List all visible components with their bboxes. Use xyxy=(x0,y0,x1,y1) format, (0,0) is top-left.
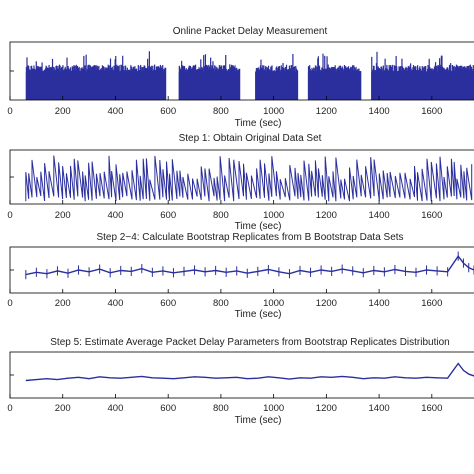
x-tick-label: 800 xyxy=(213,210,229,221)
bar xyxy=(360,71,362,100)
bar-block xyxy=(255,72,298,100)
bar-block xyxy=(25,72,166,100)
panel-3: Step 2−4: Calculate Bootstrap Replicates… xyxy=(7,232,474,320)
x-tick-label: 200 xyxy=(55,298,71,309)
x-tick-label: 400 xyxy=(108,210,124,221)
panel-title: Step 5: Estimate Average Packet Delay Pa… xyxy=(50,337,449,348)
x-tick-label: 1400 xyxy=(369,210,390,221)
x-tick-label: 1400 xyxy=(369,403,390,414)
panel-title: Step 1: Obtain Original Data Set xyxy=(179,133,322,144)
panel-2: Step 1: Obtain Original Data Set 0 200 400 6… xyxy=(7,133,474,232)
x-tick-label: 200 xyxy=(55,106,71,117)
panel-1: Online Packet Delay Measurement 0 200 400 60… xyxy=(7,26,474,129)
x-tick-label: 1000 xyxy=(263,210,284,221)
x-tick-label: 600 xyxy=(160,210,176,221)
panel-title: Online Packet Delay Measurement xyxy=(173,26,328,37)
x-tick-label: 0 xyxy=(7,210,12,221)
x-tick-label: 1000 xyxy=(263,403,284,414)
series-line xyxy=(25,362,474,382)
x-tick-label: 600 xyxy=(160,106,176,117)
bar-block xyxy=(307,72,361,100)
axes-frame xyxy=(9,351,474,399)
bar-block xyxy=(371,72,474,100)
x-tick-label: 800 xyxy=(213,298,229,309)
x-tick-label: 1200 xyxy=(316,210,337,221)
x-tick-label: 1600 xyxy=(421,298,442,309)
x-tick-label: 600 xyxy=(160,298,176,309)
x-tick-label: 1400 xyxy=(369,106,390,117)
x-tick-label: 200 xyxy=(55,403,71,414)
x-tick-label: 1000 xyxy=(263,106,284,117)
x-tick-label: 400 xyxy=(108,106,124,117)
x-tick-label: 600 xyxy=(160,403,176,414)
x-axis-label: Time (sec) xyxy=(235,221,282,232)
x-tick-label: 800 xyxy=(213,403,229,414)
x-tick-label: 1600 xyxy=(421,403,442,414)
x-tick-label: 1200 xyxy=(316,106,337,117)
plot-area xyxy=(25,51,474,100)
series-line xyxy=(25,255,474,276)
panel-4: Step 5: Estimate Average Packet Delay Pa… xyxy=(7,337,474,426)
bar-block xyxy=(178,72,240,100)
x-tick-label: 1200 xyxy=(316,298,337,309)
plot-area xyxy=(25,362,474,382)
bar xyxy=(296,70,299,100)
bar xyxy=(239,68,241,100)
x-tick-label: 0 xyxy=(7,106,12,117)
series-line xyxy=(25,155,473,202)
bar xyxy=(165,67,167,100)
plot-area xyxy=(25,155,473,202)
x-axis-label: Time (sec) xyxy=(235,309,282,320)
x-axis-label: Time (sec) xyxy=(235,118,282,129)
x-tick-label: 1600 xyxy=(421,210,442,221)
x-tick-label: 1000 xyxy=(263,298,284,309)
x-tick-label: 1600 xyxy=(421,106,442,117)
x-tick-label: 400 xyxy=(108,298,124,309)
panel-title: Step 2−4: Calculate Bootstrap Replicates… xyxy=(96,232,403,243)
x-tick-label: 1200 xyxy=(316,403,337,414)
plot-area xyxy=(25,251,474,280)
x-tick-label: 400 xyxy=(108,403,124,414)
x-tick-label: 800 xyxy=(213,106,229,117)
x-tick-label: 200 xyxy=(55,210,71,221)
x-tick-label: 0 xyxy=(7,298,12,309)
x-axis-label: Time (sec) xyxy=(235,415,282,426)
x-tick-label: 1400 xyxy=(369,298,390,309)
x-tick-label: 0 xyxy=(7,403,12,414)
